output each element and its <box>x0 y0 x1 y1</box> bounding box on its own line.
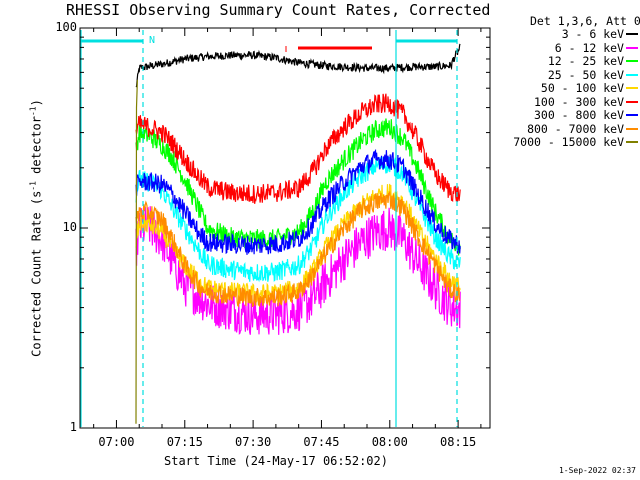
legend-label: 7000 - 15000 keV <box>513 135 624 149</box>
generated-timestamp: 1-Sep-2022 02:37 <box>558 466 636 475</box>
legend-swatch <box>626 73 638 76</box>
chart-title: RHESSI Observing Summary Count Rates, Co… <box>66 1 491 19</box>
x-axis-label: Start Time (24-May-17 06:52:02) <box>164 454 388 468</box>
legend-swatch <box>626 87 638 89</box>
y-tick-label: 100 <box>55 20 77 34</box>
series-line-5 <box>135 93 461 204</box>
legend-swatch <box>626 46 638 49</box>
legend-label: 12 - 25 keV <box>547 54 624 68</box>
series-line-7 <box>135 191 461 308</box>
x-tick-label: 07:45 <box>303 435 340 449</box>
legend-swatch <box>626 114 638 116</box>
legend-item: 25 - 50 keV <box>528 67 638 82</box>
legend-swatch <box>626 141 638 143</box>
x-tick-label: 07:00 <box>98 435 135 449</box>
series-line-8 <box>135 79 138 424</box>
x-tick-label: 08:00 <box>371 435 408 449</box>
legend-label: 100 - 300 keV <box>533 94 624 109</box>
legend-label: 50 - 100 keV <box>540 81 624 95</box>
series-layer <box>135 43 461 424</box>
overlay-layer: N <box>80 30 458 427</box>
series-line-2 <box>135 118 461 256</box>
legend-item: 6 - 12 keV <box>528 40 638 55</box>
legend-swatch <box>626 60 638 62</box>
legend-header: Det 1,3,6, Att 0 <box>530 14 640 28</box>
x-tick-label: 07:30 <box>235 435 272 449</box>
y-tick-label: 1 <box>69 420 77 434</box>
legend-label: 3 - 6 keV <box>561 27 624 41</box>
legend-item: 50 - 100 keV <box>528 81 638 95</box>
y-tick-label: 10 <box>62 220 77 234</box>
legend-item: 7000 - 15000 keV <box>513 135 638 149</box>
legend-item: 800 - 7000 keV <box>527 121 638 136</box>
x-tick-label: 07:15 <box>166 435 203 449</box>
legend-swatch <box>626 127 638 130</box>
legend-item: 300 - 800 keV <box>528 108 638 122</box>
axes-layer <box>79 27 491 429</box>
series-line-6 <box>135 148 461 255</box>
night-region-label: N <box>149 35 155 46</box>
legend-swatch <box>626 33 638 35</box>
legend-swatch <box>626 100 638 103</box>
legend-label: 6 - 12 keV <box>554 40 624 55</box>
x-tick-label: 08:15 <box>440 435 477 449</box>
y-axis-label: Corrected Count Rate (s-1 detector-1) <box>28 99 44 357</box>
series-line-0 <box>135 43 461 88</box>
legend-item: 3 - 6 keV <box>528 27 638 41</box>
legend-item: 12 - 25 keV <box>528 54 638 68</box>
legend-item: 100 - 300 keV <box>528 94 638 109</box>
legend-label: 300 - 800 keV <box>533 108 624 122</box>
legend-label: 800 - 7000 keV <box>527 121 624 136</box>
legend-label: 25 - 50 keV <box>547 67 624 82</box>
